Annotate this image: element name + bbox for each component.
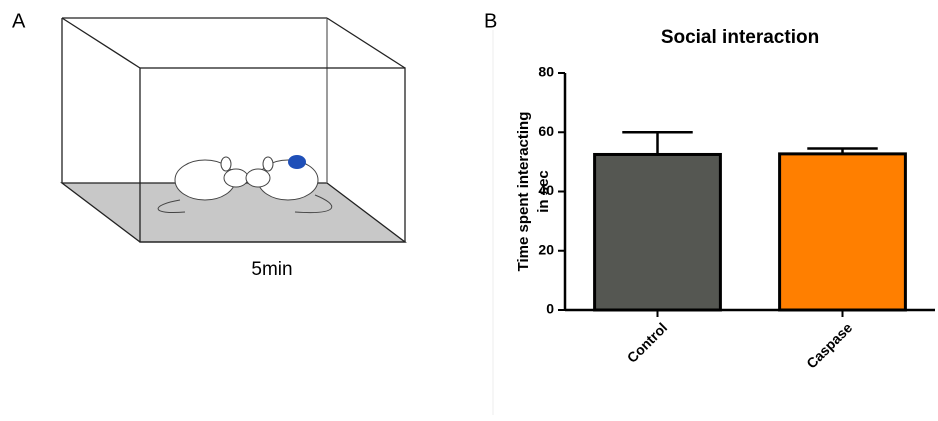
x-tick-label: Caspase [803, 319, 855, 371]
edge [61, 17, 141, 69]
panel-label: B [484, 10, 497, 32]
panel-label: A [12, 10, 26, 32]
mice [157, 155, 333, 214]
edge [139, 67, 406, 243]
y-tick-label: 0 [546, 301, 554, 317]
y-axis-label: in sec [535, 170, 552, 213]
x-tick-label: Control [624, 319, 671, 366]
y-tick-label: 80 [538, 64, 554, 80]
y-axis-label: Time spent interacting [515, 112, 532, 272]
arena-diagram [60, 17, 407, 243]
y-tick-label: 20 [538, 241, 554, 257]
y-tick-label: 40 [538, 182, 554, 198]
arena-floor [60, 182, 407, 243]
chart-title: Social interaction [661, 27, 819, 48]
caption: 5min [251, 259, 292, 280]
bar [778, 152, 907, 312]
edge [326, 17, 406, 69]
bar [593, 152, 722, 312]
y-tick-label: 60 [538, 123, 554, 139]
